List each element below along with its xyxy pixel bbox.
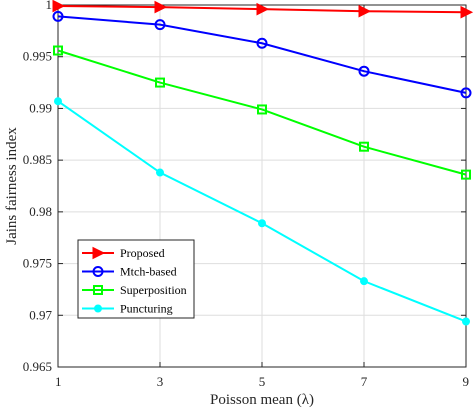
x-axis-label: Poisson mean (λ) [210, 392, 314, 408]
y-axis-label: Jains fairness index [4, 127, 20, 245]
y-axis-ticks: 0.965 0.97 0.975 0.98 0.985 0.99 0.995 1 [23, 0, 466, 374]
y-tick-label: 0.995 [23, 49, 52, 64]
y-tick-label: 0.98 [29, 204, 52, 219]
x-tick-label: 9 [463, 374, 470, 389]
series-layer [52, 0, 474, 326]
x-tick-label: 5 [259, 374, 266, 389]
series-proposed [52, 0, 474, 19]
data-point [359, 141, 369, 152]
data-point [52, 10, 64, 22]
y-tick-label: 0.97 [29, 307, 52, 322]
legend-item: Proposed [82, 246, 165, 260]
data-point [257, 104, 267, 115]
legend-label: Proposed [120, 246, 165, 260]
data-point [53, 45, 63, 56]
legend-item: Mtch-based [82, 265, 177, 279]
legend: Proposed Mtch-based Superposition Puncturin… [77, 239, 195, 319]
data-point [460, 87, 472, 99]
x-tick-label: 3 [157, 374, 164, 389]
legend-swatch-marker [93, 285, 103, 295]
data-point [154, 0, 168, 14]
data-point [462, 317, 470, 326]
y-tick-label: 1 [46, 0, 53, 12]
data-point [256, 2, 270, 16]
data-point [54, 97, 62, 106]
y-tick-label: 0.975 [23, 256, 52, 271]
data-point [258, 219, 266, 228]
data-point [360, 277, 368, 286]
legend-label: Puncturing [120, 302, 173, 316]
series-puncturing [54, 97, 470, 326]
legend-item: Puncturing [82, 302, 173, 316]
legend-item: Superposition [82, 283, 187, 297]
data-point [358, 65, 370, 77]
series-line [57, 49, 467, 176]
x-tick-label: 1 [55, 374, 62, 389]
data-point [461, 169, 471, 180]
legend-swatch-marker [94, 304, 102, 313]
legend-swatch-marker [92, 266, 104, 277]
y-tick-label: 0.99 [29, 100, 52, 115]
series-line [57, 15, 467, 94]
y-tick-label: 0.965 [23, 359, 52, 374]
data-point [156, 168, 164, 177]
series-mtch-based [52, 10, 472, 99]
y-tick-label: 0.985 [23, 152, 52, 167]
legend-swatch-marker [92, 246, 106, 260]
data-point [154, 19, 166, 31]
legend-label: Superposition [120, 283, 187, 297]
data-point [358, 4, 372, 18]
x-tick-label: 7 [361, 374, 368, 389]
data-point [256, 37, 268, 49]
data-point [155, 77, 165, 88]
data-point [460, 5, 474, 19]
data-point [52, 0, 66, 13]
series-superposition [53, 45, 471, 180]
legend-label: Mtch-based [120, 265, 177, 279]
